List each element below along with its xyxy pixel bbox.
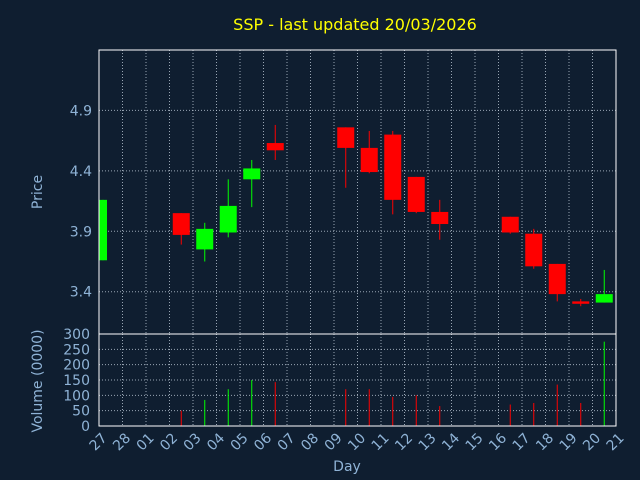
x-tick-label: 13 [416, 430, 440, 454]
x-tick-label: 12 [392, 430, 416, 454]
candle-body-12 [407, 176, 425, 212]
x-tick-label: 16 [486, 430, 510, 454]
volume-tick-label: 100 [63, 388, 90, 404]
volume-tick-label: 200 [63, 358, 90, 374]
candle-body-20 [595, 294, 613, 303]
candle-body-09 [337, 127, 355, 148]
x-tick-label: 09 [322, 430, 346, 454]
x-tick-label: 21 [604, 430, 628, 454]
candle-body-13 [431, 211, 449, 225]
x-tick-label: 11 [369, 430, 393, 454]
x-tick-label: 05 [228, 430, 252, 454]
price-tick-label: 4.9 [70, 103, 92, 119]
x-tick-label: 03 [181, 430, 205, 454]
price-tick-label: 3.4 [70, 285, 92, 301]
candle-body-05 [243, 168, 261, 180]
x-tick-label: 17 [510, 430, 534, 454]
candle-body-03 [196, 228, 214, 250]
volume-tick-label: 300 [63, 327, 90, 343]
candle-body-27 [99, 199, 107, 261]
chart-title: SSP - last updated 20/03/2026 [233, 15, 477, 34]
x-tick-label: 27 [87, 430, 111, 454]
volume-tick-label: 150 [63, 373, 90, 389]
volume-panel-frame [98, 333, 617, 427]
x-tick-label: 07 [275, 430, 299, 454]
x-tick-label: 08 [298, 430, 322, 454]
candle-body-18 [548, 263, 566, 295]
volume-tick-label: 0 [81, 419, 90, 435]
candle-body-04 [219, 205, 237, 233]
volume-grid [99, 334, 616, 426]
x-tick-label: 02 [157, 430, 181, 454]
x-axis-label: Day [333, 459, 361, 475]
x-tick-label: 06 [251, 430, 275, 454]
x-tick-label: 20 [580, 430, 604, 454]
x-tick-label: 18 [533, 430, 557, 454]
volume-tick-label: 50 [72, 404, 90, 420]
candles-layer [99, 124, 613, 307]
volume-axis-label: Volume (0000) [30, 329, 46, 432]
x-tick-label: 28 [110, 430, 134, 454]
x-tick-label: 04 [204, 430, 228, 454]
volume-tick-label: 250 [63, 342, 90, 358]
candle-body-19 [572, 301, 590, 304]
volume-bars-layer [180, 341, 605, 426]
price-tick-label: 3.9 [70, 224, 92, 240]
candle-body-10 [360, 147, 378, 173]
price-tick-labels: 3.4 3.9 4.4 4.9 [70, 103, 92, 300]
x-tick-label: 15 [463, 430, 487, 454]
price-grid [99, 50, 616, 334]
candle-body-17 [525, 233, 543, 267]
x-tick-label: 19 [557, 430, 581, 454]
x-tick-label: 14 [439, 430, 463, 454]
candle-body-16 [501, 216, 519, 233]
price-tick-label: 4.4 [70, 164, 92, 180]
x-tick-label: 10 [345, 430, 369, 454]
candle-body-11 [384, 134, 402, 200]
candle-body-02 [172, 213, 190, 235]
candle-body-06 [266, 143, 284, 151]
x-tick-labels: 27 28 01 02 03 04 05 06 07 08 09 10 11 12 13 14 15 16 17 18… [87, 430, 628, 454]
x-tick-label: 01 [134, 430, 158, 454]
y-axis-label: Price [30, 175, 46, 209]
